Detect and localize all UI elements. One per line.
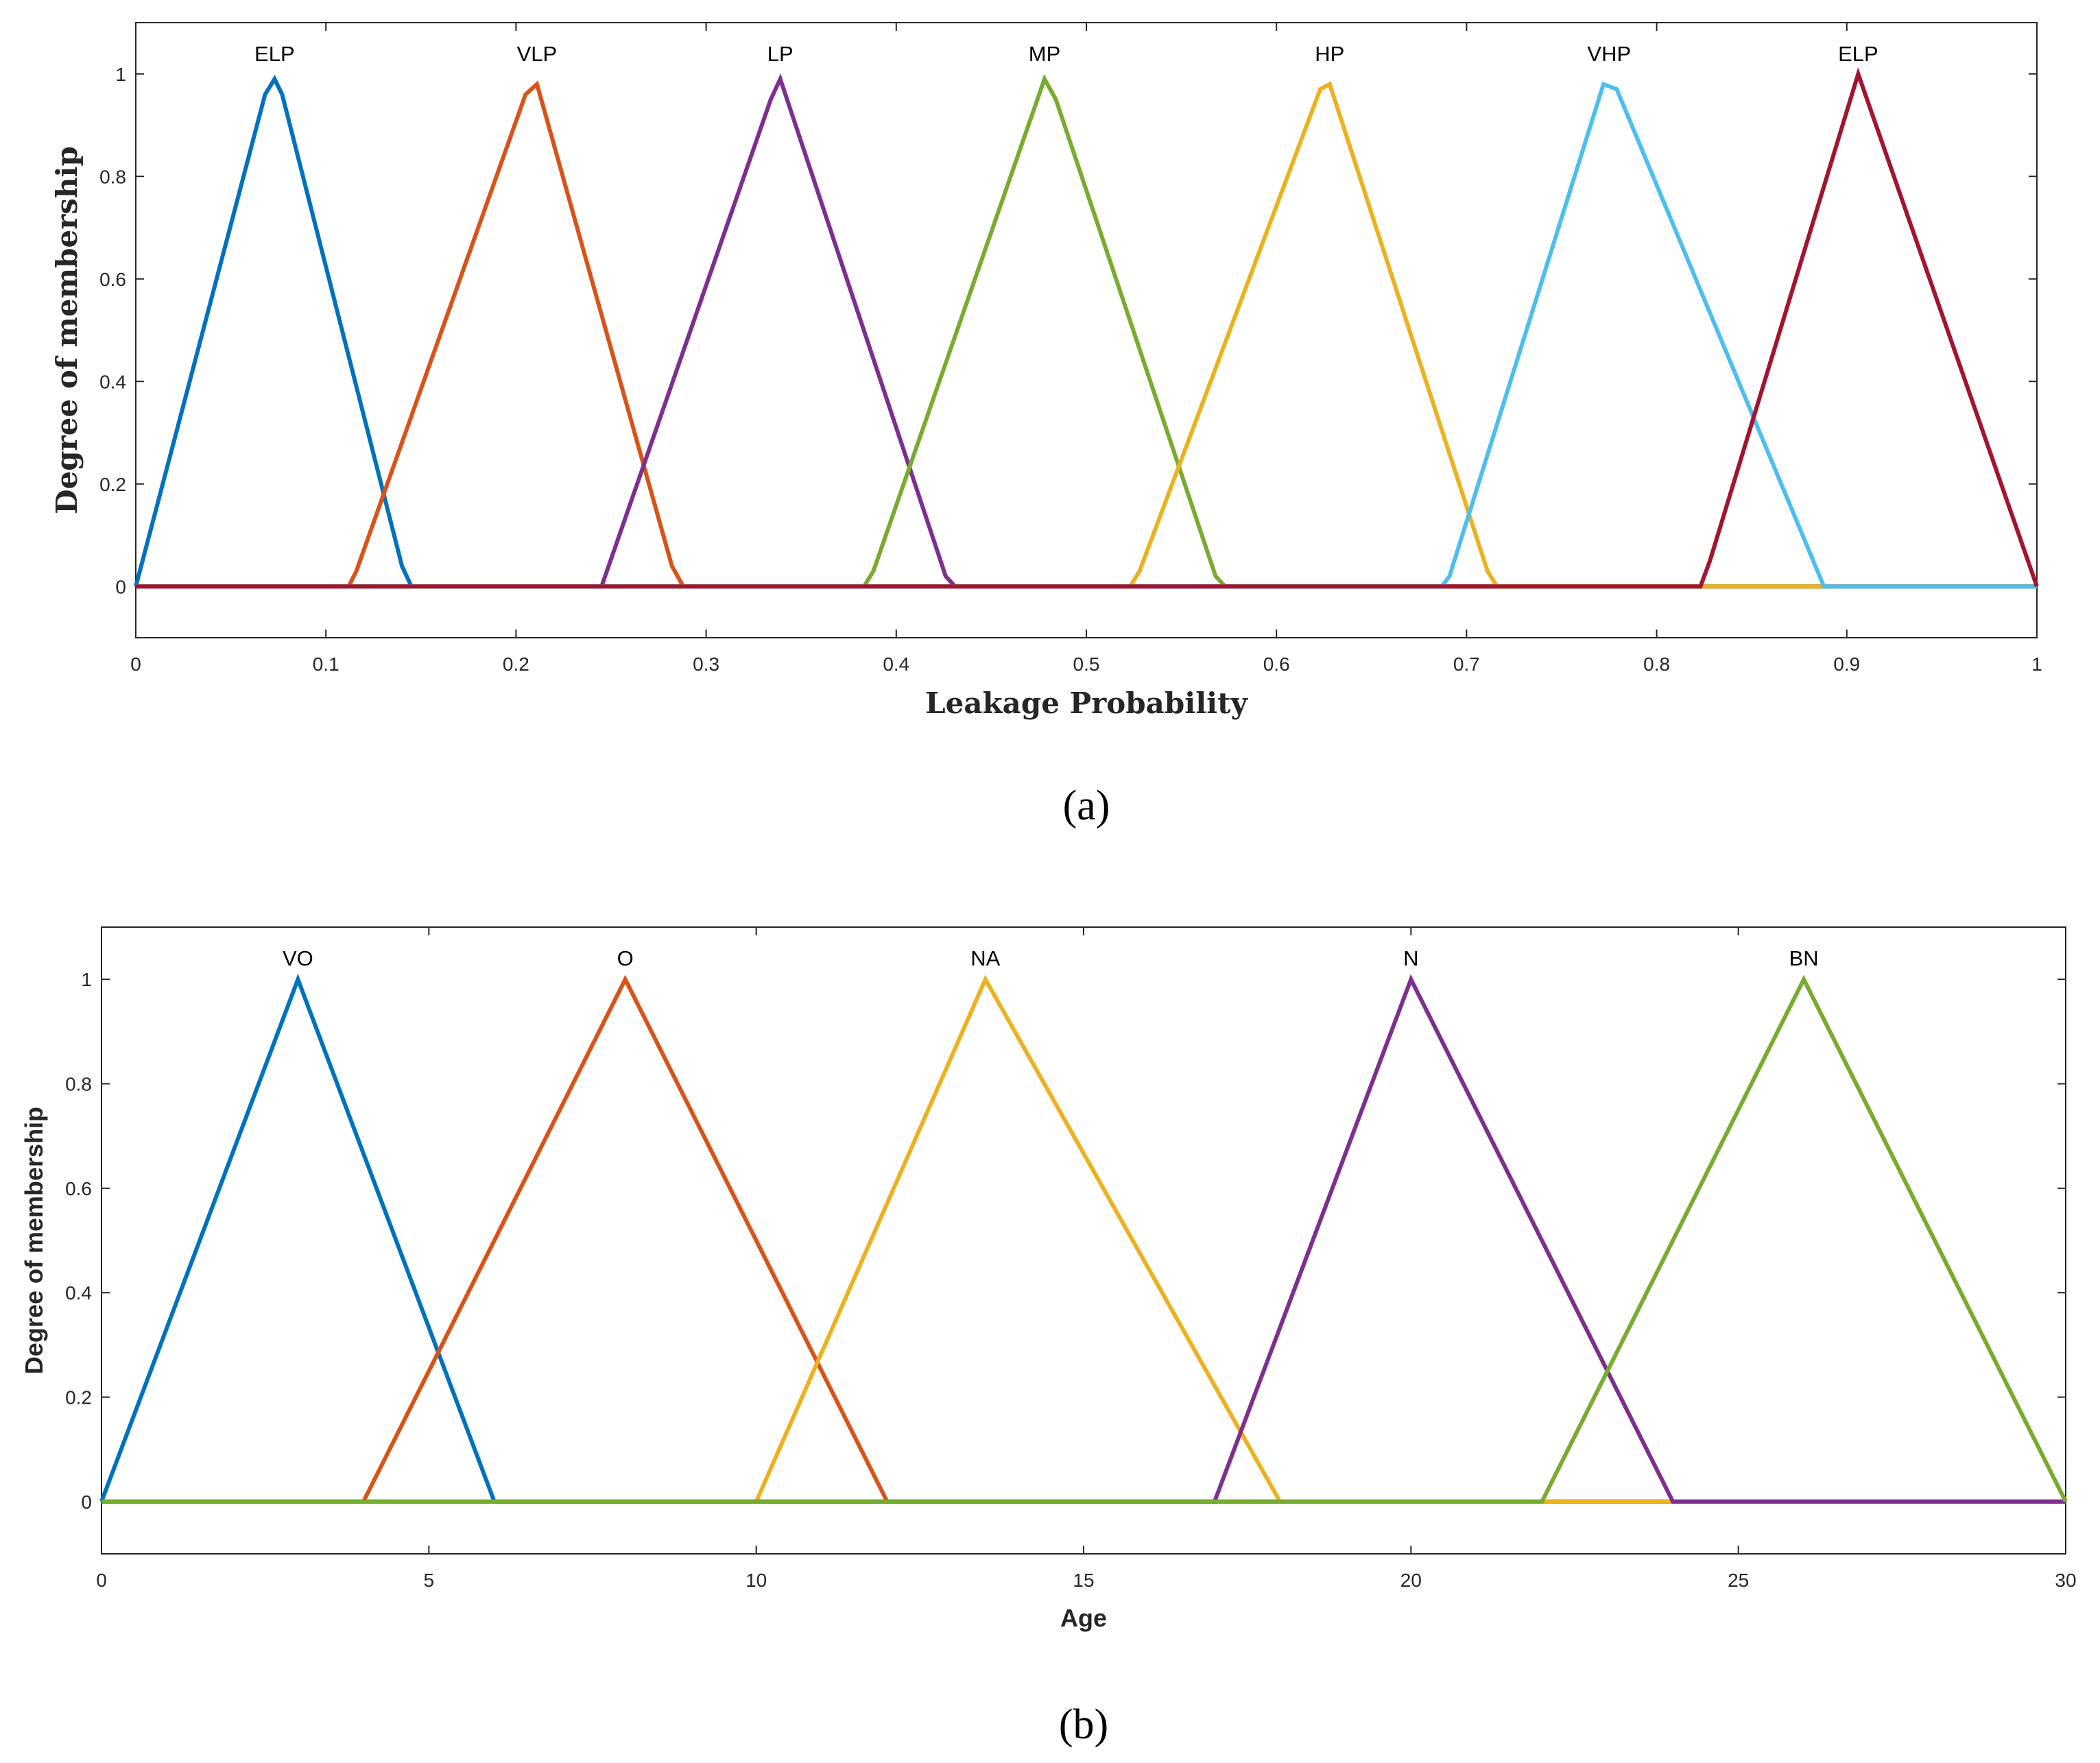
- y-axis-title-b: Degree of membership: [20, 1107, 48, 1374]
- series-label-a-elp-6: ELP: [1838, 42, 1878, 66]
- x-tick-label-a: 0.2: [503, 653, 529, 675]
- x-axis-title-b: Age: [1060, 1604, 1107, 1632]
- series-label-a-mp-3: MP: [1029, 42, 1061, 66]
- figure-caption-a: (a): [1063, 782, 1110, 829]
- chart-leakage-probability: 0 0.1 0.2 0.3 0.4 0.5 0.6 0.7 0.8 0.9 1 0 0.2 0.4 0.6 0…: [50, 22, 2042, 829]
- x-tick-label-a: 0.4: [883, 653, 909, 675]
- series-line-b-bn-4: [102, 974, 2068, 1504]
- x-tick-label-a: 0.5: [1073, 653, 1100, 675]
- x-tick-label-b: 15: [1073, 1570, 1094, 1591]
- y-tick-label-a: 0.8: [99, 166, 126, 187]
- y-tick-label-b: 0.2: [65, 1387, 92, 1408]
- y-axis-title-a: Degree of membership: [50, 146, 84, 514]
- y-tick-label-a: 0: [115, 576, 126, 597]
- x-tick-label-b: 20: [1400, 1570, 1422, 1591]
- series-label-a-elp-0: ELP: [254, 42, 295, 66]
- plot-area-b: [101, 926, 2066, 1555]
- x-tick-label-a: 0.8: [1643, 653, 1670, 675]
- series-label-b-n-3: N: [1403, 946, 1418, 970]
- figure-caption-b: (b): [1059, 1701, 1108, 1748]
- x-tick-label-a: 0.3: [693, 653, 719, 675]
- x-tick-label-b: 0: [96, 1570, 107, 1591]
- y-tick-label-a: 0.2: [99, 474, 126, 495]
- chart-age: 0 5 10 15 20 25 30 0 0.2 0.4 0.6 0.8 1 VO O NA N BN Age Deg…: [20, 926, 2077, 1748]
- x-tick-label-a: 1: [2031, 653, 2042, 675]
- series-label-b-na-2: NA: [970, 946, 1000, 970]
- series-label-b-o-1: O: [617, 946, 634, 970]
- x-tick-label-b: 5: [424, 1570, 435, 1591]
- series-label-b-bn-4: BN: [1789, 946, 1819, 970]
- x-tick-label-a: 0.1: [313, 653, 339, 675]
- series-label-a-hp-4: HP: [1315, 42, 1344, 66]
- series-label-b-vo-0: VO: [283, 946, 313, 970]
- plot-area-a: [135, 22, 2038, 638]
- x-tick-label-a: 0.7: [1453, 653, 1480, 675]
- y-tick-label-b: 0.4: [65, 1282, 92, 1304]
- y-tick-label-b: 1: [81, 969, 92, 990]
- x-tick-label-a: 0: [130, 653, 141, 675]
- x-tick-label-a: 0.9: [1833, 653, 1860, 675]
- y-tick-label-b: 0: [81, 1491, 92, 1513]
- y-tick-label-b: 0.6: [65, 1178, 92, 1199]
- x-tick-label-b: 25: [1728, 1570, 1749, 1591]
- x-tick-label-b: 30: [2055, 1570, 2076, 1591]
- series-label-a-vlp-1: VLP: [517, 42, 558, 66]
- y-tick-label-b: 0.8: [65, 1074, 92, 1095]
- series-line-a-elp-6: [136, 67, 2039, 589]
- series-line-a-hp-4: [136, 81, 2037, 589]
- series-label-a-vhp-5: VHP: [1587, 42, 1631, 66]
- x-axis-title-a: Leakage Probability: [925, 686, 1248, 720]
- x-tick-label-b: 10: [745, 1570, 767, 1591]
- series-label-a-lp-2: LP: [767, 42, 794, 66]
- y-tick-label-a: 0.6: [99, 269, 126, 290]
- y-tick-label-a: 1: [115, 64, 126, 85]
- x-tick-label-a: 0.6: [1263, 653, 1290, 675]
- series-line-a-vlp-1: [136, 80, 2037, 589]
- y-tick-label-a: 0.4: [99, 371, 126, 392]
